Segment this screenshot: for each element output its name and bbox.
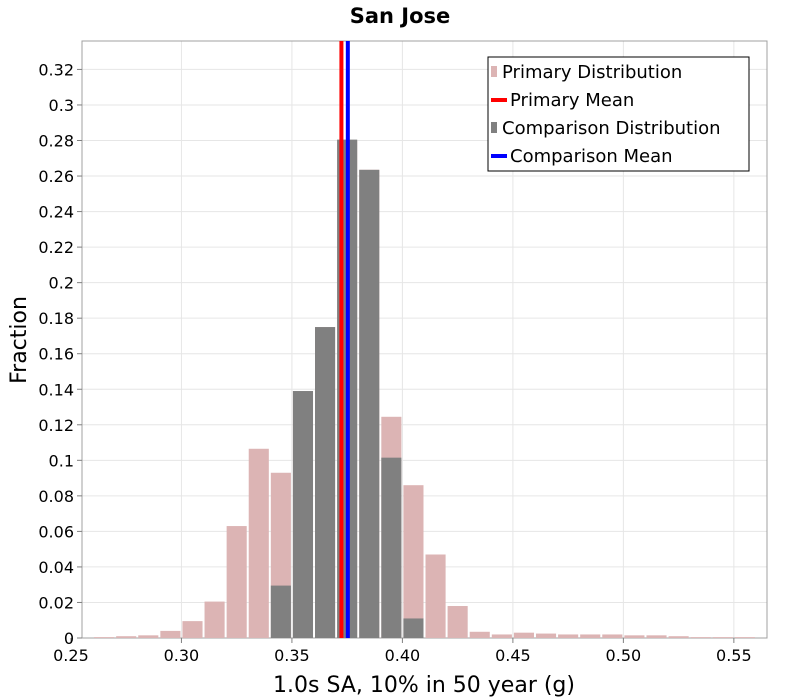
primary-distribution-bar — [204, 601, 225, 638]
y-tick-label: 0.3 — [49, 96, 74, 115]
y-tick-label: 0.02 — [38, 593, 74, 612]
primary-distribution-bar — [447, 606, 468, 638]
primary-distribution-bar — [116, 636, 137, 638]
primary-distribution-bar — [469, 631, 490, 638]
x-tick-label: 0.50 — [606, 646, 642, 665]
comparison-distribution-bar — [270, 585, 291, 638]
y-tick-label: 0.12 — [38, 416, 74, 435]
legend-box — [487, 56, 750, 172]
y-tick-label: 0.08 — [38, 487, 74, 506]
y-tick-label: 0.1 — [49, 451, 74, 470]
y-tick-label: 0.04 — [38, 558, 74, 577]
primary-distribution-bar — [712, 637, 733, 638]
x-tick-label: 0.30 — [164, 646, 200, 665]
y-tick-label: 0.26 — [38, 167, 74, 186]
primary-distribution-bar — [425, 554, 446, 638]
primary-distribution-bar — [668, 636, 689, 638]
x-tick-label: 0.40 — [385, 646, 421, 665]
x-axis-label: 1.0s SA, 10% in 50 year (g) — [273, 673, 575, 698]
primary-distribution-bar — [690, 637, 711, 638]
y-tick-label: 0.16 — [38, 345, 74, 364]
comparison-distribution-bar — [315, 327, 336, 638]
primary-distribution-legend-swatch — [491, 66, 497, 77]
primary-distribution-bar — [94, 637, 115, 638]
primary-mean-legend-label: Primary Mean — [510, 90, 634, 111]
chart-title: San Jose — [350, 4, 451, 28]
y-axis-ticks: 0 0.02 0.04 0.06 0.08 0.1 0.12 0.14 0.16 0.18 0.2 0… — [38, 60, 82, 648]
y-tick-label: 0.14 — [38, 380, 74, 399]
primary-distribution-bar — [646, 635, 667, 638]
comparison-distribution-bar — [359, 169, 380, 639]
y-tick-label: 0.18 — [38, 309, 74, 328]
y-tick-label: 0.32 — [38, 60, 74, 79]
legend: Primary Distribution Primary Mean Comparis… — [487, 56, 750, 172]
x-tick-label: 0.25 — [53, 646, 89, 665]
primary-distribution-legend-label: Primary Distribution — [502, 62, 682, 83]
comparison-distribution-bar — [292, 391, 314, 638]
primary-distribution-bar — [734, 637, 755, 638]
y-tick-label: 0.28 — [38, 132, 74, 151]
x-tick-label: 0.55 — [716, 646, 752, 665]
primary-distribution-bar — [580, 634, 601, 638]
primary-distribution-bar — [535, 633, 557, 638]
comparison-distribution-bar — [403, 618, 424, 638]
primary-distribution-bar — [138, 635, 159, 638]
y-tick-label: 0.06 — [38, 522, 74, 541]
comparison-distribution-legend-label: Comparison Distribution — [502, 118, 721, 139]
x-axis-ticks: 0.25 0.30 0.35 0.40 0.45 0.50 0.55 — [53, 638, 752, 665]
x-tick-label: 0.35 — [274, 646, 310, 665]
primary-distribution-bar — [491, 634, 512, 638]
primary-distribution-bar — [403, 485, 424, 638]
comparison-distribution-legend-swatch — [491, 122, 497, 133]
primary-distribution-bar — [513, 632, 534, 638]
y-axis-label: Fraction — [7, 296, 32, 384]
primary-distribution-bar — [602, 634, 623, 638]
y-tick-label: 0.22 — [38, 238, 74, 257]
primary-distribution-bar — [160, 630, 181, 638]
primary-distribution-bar — [248, 448, 269, 638]
primary-distribution-bar — [558, 634, 579, 638]
plot-area — [81, 40, 768, 639]
primary-distribution-bar — [182, 621, 203, 638]
primary-distribution-bar — [624, 635, 645, 638]
y-tick-label: 0.24 — [38, 203, 74, 222]
x-tick-label: 0.45 — [495, 646, 531, 665]
comparison-mean-legend-label: Comparison Mean — [510, 146, 673, 167]
mean-lines — [339, 41, 350, 638]
y-tick-label: 0 — [64, 629, 74, 648]
primary-distribution-bar — [226, 526, 247, 638]
y-tick-label: 0.2 — [49, 274, 74, 293]
comparison-distribution-bar — [381, 457, 402, 638]
